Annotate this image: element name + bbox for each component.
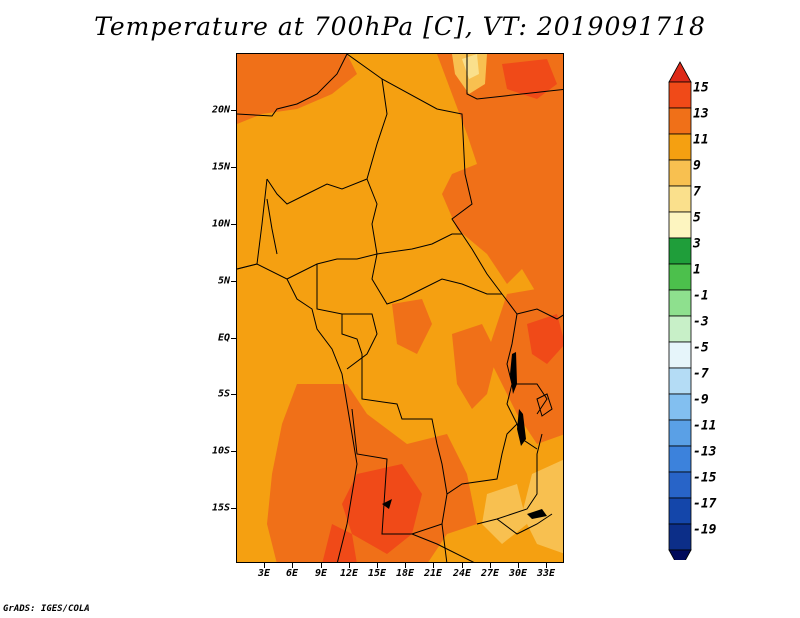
colorbar-box <box>668 471 692 499</box>
colorbar-box <box>668 367 692 395</box>
lat-tick <box>231 110 236 111</box>
lon-tick <box>405 563 406 568</box>
colorbar-label: -1 <box>693 288 709 304</box>
lat-tick <box>231 451 236 452</box>
lat-tick <box>231 394 236 395</box>
lakes <box>382 352 553 519</box>
colorbar-label: 11 <box>693 132 709 148</box>
lon-label-6e: 6E <box>285 568 299 579</box>
colorbar-box <box>668 393 692 421</box>
lon-tick <box>490 563 491 568</box>
colorbar-box <box>668 107 692 135</box>
colorbar-label: -11 <box>693 418 717 434</box>
colorbar-box <box>668 81 692 109</box>
colorbar-label: 13 <box>693 106 709 122</box>
lat-label-eq: EQ <box>217 332 230 344</box>
temperature-field <box>237 54 563 562</box>
colorbar-box <box>668 341 692 369</box>
colorbar-box <box>668 263 692 291</box>
field-warm-congo <box>392 299 432 354</box>
colorbar-label: 9 <box>693 158 701 174</box>
colorbar-box <box>668 159 692 187</box>
colorbar-label: -19 <box>693 522 717 538</box>
field-hot-sw <box>322 524 357 562</box>
lon-tick <box>433 563 434 568</box>
colorbar-box <box>668 211 692 239</box>
colorbar-box <box>668 185 692 213</box>
lon-label-24e: 24E <box>452 568 472 579</box>
lat-label-15s: 15S <box>211 502 230 514</box>
lat-tick <box>231 338 236 339</box>
colorbar-box <box>668 289 692 317</box>
field-cool-southeast <box>522 459 563 554</box>
lon-tick <box>264 563 265 568</box>
lat-label-5n: 5N <box>217 275 230 287</box>
colorbar-box <box>668 497 692 525</box>
lon-tick <box>292 563 293 568</box>
lat-label-20n: 20N <box>211 104 230 116</box>
colorbar-box <box>668 445 692 473</box>
temperature-map <box>236 53 564 563</box>
colorbar-label: -17 <box>693 496 717 512</box>
chart-title: Temperature at 700hPa [C], VT: 201909171… <box>94 12 706 41</box>
colorbar-label: -15 <box>693 470 717 486</box>
lat-label-15n: 15N <box>211 161 230 173</box>
colorbar-label: -13 <box>693 444 717 460</box>
field-warm-central <box>452 324 497 409</box>
colorbar-box <box>668 419 692 447</box>
lat-tick <box>231 224 236 225</box>
lon-tick <box>377 563 378 568</box>
lon-label-30e: 30E <box>508 568 528 579</box>
colorbar-label: -9 <box>693 392 709 408</box>
lon-label-18e: 18E <box>395 568 415 579</box>
lon-label-3e: 3E <box>257 568 271 579</box>
colorbar-label: -5 <box>693 340 709 356</box>
lat-label-5s: 5S <box>217 388 230 400</box>
field-warm-east <box>437 54 563 294</box>
colorbar-label: 7 <box>693 184 701 200</box>
field-warm-north <box>237 54 357 124</box>
colorbar-label: -7 <box>693 366 709 382</box>
lon-tick <box>462 563 463 568</box>
lat-label-10s: 10S <box>211 445 230 457</box>
lon-label-21e: 21E <box>423 568 443 579</box>
colorbar-label: 5 <box>693 210 701 226</box>
field-hot-south <box>342 464 422 554</box>
colorbar-box <box>668 315 692 343</box>
field-hot-north <box>502 59 557 99</box>
colorbar-label: 1 <box>693 262 701 278</box>
colorbar-label: 3 <box>693 236 701 252</box>
colorbar-box <box>668 237 692 265</box>
colorbar-box <box>668 133 692 161</box>
lat-tick <box>231 167 236 168</box>
lon-label-9e: 9E <box>314 568 328 579</box>
field-cooler-north <box>462 54 479 79</box>
colorbar-bottom-triangle <box>668 549 692 560</box>
field-hot-east <box>527 314 563 364</box>
lon-label-33e: 33E <box>536 568 556 579</box>
lat-label-10n: 10N <box>211 218 230 230</box>
lon-label-27e: 27E <box>480 568 500 579</box>
lon-tick <box>349 563 350 568</box>
colorbar <box>668 61 692 560</box>
lat-tick <box>231 281 236 282</box>
colorbar-label: -3 <box>693 314 709 330</box>
lat-tick <box>231 508 236 509</box>
credit-text: GrADS: IGES/COLA <box>3 604 90 614</box>
lon-tick <box>518 563 519 568</box>
field-cool-south-east2 <box>482 484 527 544</box>
lon-label-15e: 15E <box>367 568 387 579</box>
colorbar-top-triangle <box>668 61 692 83</box>
colorbar-label: 15 <box>693 80 709 96</box>
atlantic-coastline <box>237 263 358 562</box>
lon-tick <box>321 563 322 568</box>
lon-label-12e: 12E <box>339 568 359 579</box>
lon-tick <box>546 563 547 568</box>
colorbar-box <box>668 523 692 551</box>
